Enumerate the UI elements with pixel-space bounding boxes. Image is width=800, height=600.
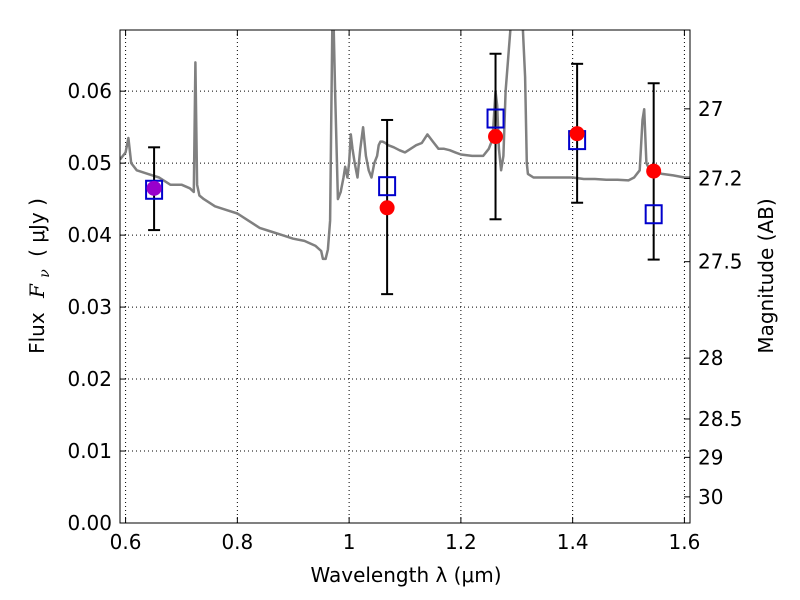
x-tick-label: 0.8 (221, 530, 253, 554)
error-bars (148, 52, 660, 296)
y2-axis-label: Magnitude (AB) (754, 198, 778, 353)
y-tick-label: 0.01 (67, 439, 112, 463)
x-tick-label: 1.2 (445, 530, 477, 554)
y2-tick-label: 30 (698, 485, 723, 509)
y-tick-label: 0.06 (67, 79, 112, 103)
observed-flux-point (379, 200, 395, 216)
x-axis-label: Wavelength λ (μm) (310, 563, 501, 587)
model-photometry-point (486, 108, 505, 129)
model-spectrum-line (120, 30, 690, 261)
model-photometry-point (378, 176, 397, 197)
y-tick-label: 0.05 (67, 151, 112, 175)
y-axis-label-text: Flux (25, 312, 49, 354)
y2-tick-label: 29 (698, 445, 723, 469)
x-tick-label: 1.6 (669, 530, 701, 554)
observed-flux-point (488, 129, 504, 145)
y-axis-label-subscript: ν (37, 269, 53, 278)
y2-tick-label: 27 (698, 97, 723, 121)
y-tick-label: 0.02 (67, 367, 112, 391)
y-tick-label: 0.04 (67, 223, 112, 247)
y-axis-label: Flux F ν ( μJy ) (25, 198, 54, 354)
grid (120, 30, 690, 524)
observed-flux-markers (146, 126, 662, 216)
observed-flux-point (146, 180, 162, 196)
y-axis-label-symbol: F (25, 283, 49, 299)
observed-flux-point (646, 163, 662, 179)
x-tick-label: 0.6 (110, 530, 142, 554)
x-tick-label: 1 (343, 530, 356, 554)
y2-tick-label: 27.2 (698, 167, 743, 191)
model-photometry-markers (145, 108, 663, 225)
model-photometry-point (644, 204, 663, 225)
axis-ticks: 0.6 0.8 1 1.2 1.4 1.6 0.00 0.01 0.02 0.03 0.04 0.05… (67, 30, 743, 554)
plot-frame (119, 29, 691, 524)
y-tick-label: 0.00 (67, 511, 112, 535)
observed-flux-point (569, 126, 585, 142)
y-tick-label: 0.03 (67, 295, 112, 319)
model-spectrum (120, 30, 690, 261)
model-photometry-point (145, 179, 164, 200)
y2-tick-label: 27.5 (698, 250, 743, 274)
y2-tick-label: 28.5 (698, 407, 743, 431)
y-axis-label-unit: ( μJy ) (25, 198, 49, 257)
y2-tick-label: 28 (698, 346, 723, 370)
x-tick-label: 1.4 (557, 530, 589, 554)
